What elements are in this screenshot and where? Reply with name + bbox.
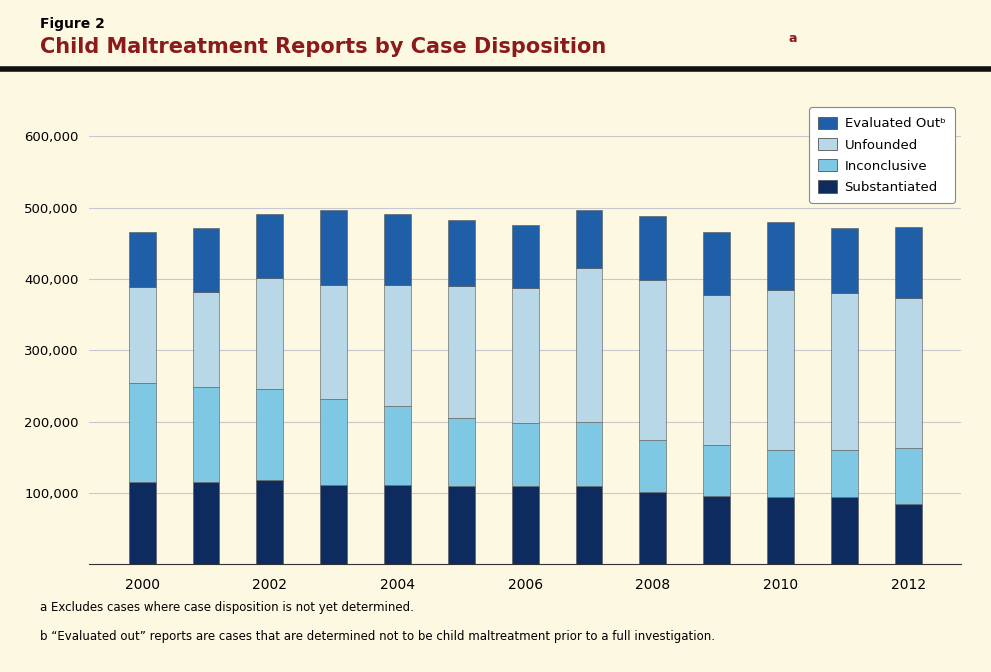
Bar: [129, 482, 156, 564]
Bar: [385, 406, 411, 485]
Bar: [192, 228, 219, 292]
Text: a Excludes cases where case disposition is not yet determined.: a Excludes cases where case disposition …: [40, 601, 413, 614]
Bar: [129, 232, 156, 287]
Bar: [576, 210, 603, 268]
Text: b “Evaluated out” reports are cases that are determined not to be child maltreat: b “Evaluated out” reports are cases that…: [40, 630, 715, 643]
Bar: [448, 486, 475, 564]
Bar: [831, 497, 858, 564]
Text: Figure 2: Figure 2: [40, 17, 104, 31]
Text: Child Maltreatment Reports by Case Disposition: Child Maltreatment Reports by Case Dispo…: [40, 37, 606, 57]
Bar: [704, 295, 730, 445]
Bar: [385, 285, 411, 406]
Bar: [320, 399, 347, 485]
Bar: [257, 214, 283, 278]
Bar: [448, 418, 475, 486]
Bar: [639, 492, 666, 564]
Bar: [511, 486, 539, 564]
Bar: [511, 423, 539, 486]
Bar: [895, 298, 922, 448]
Bar: [511, 225, 539, 288]
Bar: [257, 389, 283, 480]
Bar: [448, 286, 475, 418]
Bar: [767, 290, 794, 450]
Bar: [257, 278, 283, 389]
Bar: [831, 294, 858, 450]
Bar: [192, 387, 219, 482]
Bar: [895, 448, 922, 504]
Bar: [320, 210, 347, 285]
Bar: [831, 450, 858, 497]
Legend: Evaluated Outᵇ, Unfounded, Inconclusive, Substantiated: Evaluated Outᵇ, Unfounded, Inconclusive,…: [809, 108, 954, 203]
Bar: [320, 485, 347, 564]
Bar: [511, 288, 539, 423]
Bar: [576, 486, 603, 564]
Bar: [192, 292, 219, 387]
Bar: [895, 504, 922, 564]
Bar: [704, 232, 730, 295]
Bar: [895, 227, 922, 298]
Bar: [639, 280, 666, 440]
Bar: [576, 422, 603, 486]
Bar: [257, 480, 283, 564]
Bar: [831, 228, 858, 294]
Bar: [639, 440, 666, 492]
Bar: [129, 383, 156, 482]
Bar: [385, 485, 411, 564]
Text: a: a: [789, 32, 798, 45]
Bar: [448, 220, 475, 286]
Bar: [385, 214, 411, 285]
Bar: [320, 285, 347, 399]
Bar: [704, 496, 730, 564]
Bar: [767, 450, 794, 497]
Bar: [639, 216, 666, 280]
Bar: [767, 497, 794, 564]
Bar: [576, 268, 603, 422]
Bar: [129, 287, 156, 383]
Bar: [192, 482, 219, 564]
Bar: [767, 222, 794, 290]
Bar: [704, 445, 730, 496]
